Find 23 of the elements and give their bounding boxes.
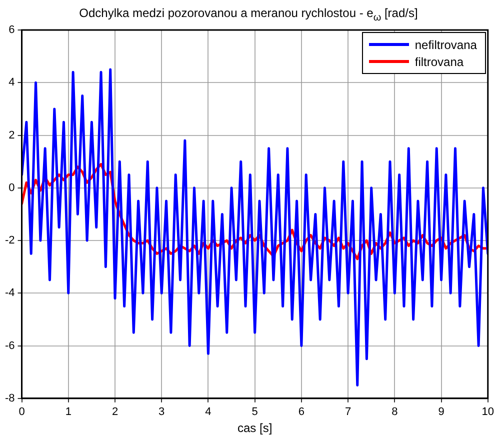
x-tick-label: 2	[112, 406, 118, 418]
x-tick-label: 4	[205, 406, 212, 418]
chart-title: Odchylka medzi pozorovanou a meranou rychlostou - e$_{ω}$ [rad/s]	[78, 6, 419, 24]
y-tick-label: -6	[5, 340, 15, 352]
y-tick-label: 2	[8, 129, 15, 142]
x-tick-label: 0	[18, 406, 25, 418]
x-tick-label: 6	[298, 406, 305, 418]
x-tick-label: 1	[65, 406, 72, 418]
y-tick-label: -8	[5, 392, 15, 404]
x-tick-label: 7	[344, 406, 352, 418]
y-tick-label: -2	[5, 234, 15, 247]
legend-label: filtrovana	[414, 54, 464, 68]
y-tick-label: 6	[8, 24, 15, 36]
x-tick-label: 3	[158, 406, 165, 418]
y-tick-label: 0	[8, 182, 15, 194]
x-tick-label: 5	[252, 406, 258, 418]
x-tick-label: 9	[438, 406, 444, 418]
legend-label: nefiltrovana	[414, 38, 477, 52]
x-axis-title: cas [s]	[237, 421, 272, 436]
x-tick-label: 10	[482, 406, 494, 418]
y-tick-label: 4	[8, 76, 15, 89]
x-tick-label: 8	[392, 406, 398, 418]
y-tick-label: -4	[5, 287, 15, 300]
